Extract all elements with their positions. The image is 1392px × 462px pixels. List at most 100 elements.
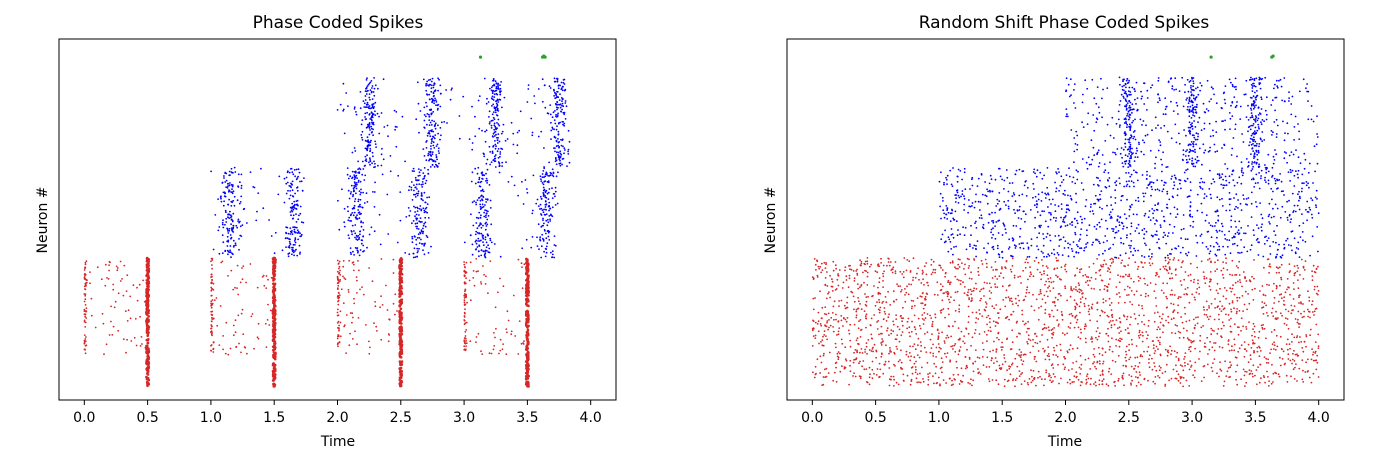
spike-point <box>839 370 842 373</box>
spike-point <box>425 101 427 104</box>
spike-point <box>227 203 230 206</box>
spike-point <box>958 383 961 385</box>
spike-point <box>505 328 508 330</box>
spike-point <box>241 278 244 281</box>
spike-point <box>418 208 421 210</box>
spike-point <box>992 320 995 323</box>
spike-point <box>347 210 349 213</box>
spike-point <box>371 113 374 116</box>
spike-point <box>1096 320 1099 323</box>
spike-point <box>211 257 214 260</box>
spike-point <box>413 184 415 187</box>
spike-point <box>1292 352 1294 355</box>
spike-point <box>1061 332 1064 334</box>
spike-point <box>351 207 354 210</box>
spike-point <box>283 177 286 180</box>
spike-point <box>493 155 496 158</box>
spike-point <box>495 133 497 136</box>
spike-point <box>1064 285 1066 288</box>
spike-point <box>1155 369 1158 372</box>
spike-point <box>230 256 232 259</box>
spike-point <box>913 362 916 365</box>
spike-point <box>357 205 360 208</box>
spike-point <box>526 191 529 194</box>
spike-point <box>363 202 366 204</box>
spike-point <box>525 313 528 316</box>
spike-point <box>472 224 475 227</box>
spike-point <box>366 85 369 87</box>
spike-point <box>369 147 372 150</box>
spike-point <box>349 247 352 250</box>
spike-point <box>222 204 225 207</box>
spike-point <box>408 189 410 192</box>
spike-point <box>1130 382 1132 385</box>
spike-point <box>368 133 371 136</box>
spike-point <box>271 338 275 342</box>
spike-point <box>843 317 845 319</box>
spike-point <box>540 198 543 200</box>
spike-point <box>400 313 403 317</box>
spike-point <box>221 234 224 237</box>
spike-point <box>1124 328 1127 331</box>
spike-point <box>1028 327 1030 330</box>
spike-point <box>497 118 500 121</box>
spike-point <box>363 102 366 105</box>
spike-point <box>354 171 357 174</box>
spike-point <box>1107 283 1110 286</box>
spike-point <box>427 168 429 171</box>
spike-point <box>931 271 934 274</box>
spike-point <box>836 278 839 281</box>
spike-point <box>1276 345 1279 348</box>
spike-point <box>464 342 466 345</box>
spike-point <box>1078 305 1081 308</box>
spike-point <box>482 190 485 193</box>
spike-point <box>952 348 954 350</box>
spike-point <box>146 298 150 302</box>
spike-point <box>359 107 362 110</box>
spike-point <box>481 206 484 209</box>
spike-point <box>554 158 557 160</box>
spike-point <box>1181 321 1184 324</box>
spike-point <box>337 320 340 323</box>
spike-point <box>1115 286 1118 288</box>
spike-point <box>424 174 426 177</box>
spike-point <box>555 139 558 142</box>
spike-point <box>433 102 435 105</box>
spike-point <box>561 163 563 166</box>
spike-point <box>210 294 213 297</box>
spike-point <box>1254 374 1256 377</box>
spike-point <box>212 248 215 251</box>
spike-point <box>526 352 530 356</box>
spike-point <box>485 275 487 278</box>
spike-point <box>1132 280 1135 283</box>
spike-point <box>1102 263 1105 266</box>
spike-point <box>358 238 360 241</box>
spike-point <box>210 325 213 327</box>
spike-point <box>1128 358 1131 361</box>
spike-point <box>343 132 346 135</box>
spike-point <box>1239 279 1241 281</box>
spike-point <box>83 300 86 303</box>
spike-point <box>445 89 447 91</box>
spike-point <box>287 170 289 173</box>
spike-point <box>83 308 86 311</box>
spike-point <box>853 277 856 280</box>
spike-point <box>211 259 214 261</box>
spike-point <box>1076 267 1079 270</box>
spike-point <box>544 191 547 194</box>
spike-point <box>272 301 275 305</box>
spike-point <box>1079 372 1082 375</box>
spike-point <box>342 265 345 268</box>
spike-point <box>387 340 390 343</box>
spike-point <box>551 250 554 253</box>
spike-point <box>1004 360 1007 363</box>
spike-point <box>1068 348 1071 351</box>
spike-point <box>872 350 874 353</box>
spike-point <box>539 239 542 242</box>
spike-point <box>417 175 420 177</box>
spike-point <box>1125 350 1127 353</box>
spike-point <box>1130 365 1133 368</box>
spike-point <box>1154 376 1157 378</box>
spike-point <box>953 378 956 380</box>
spike-point <box>352 195 354 198</box>
